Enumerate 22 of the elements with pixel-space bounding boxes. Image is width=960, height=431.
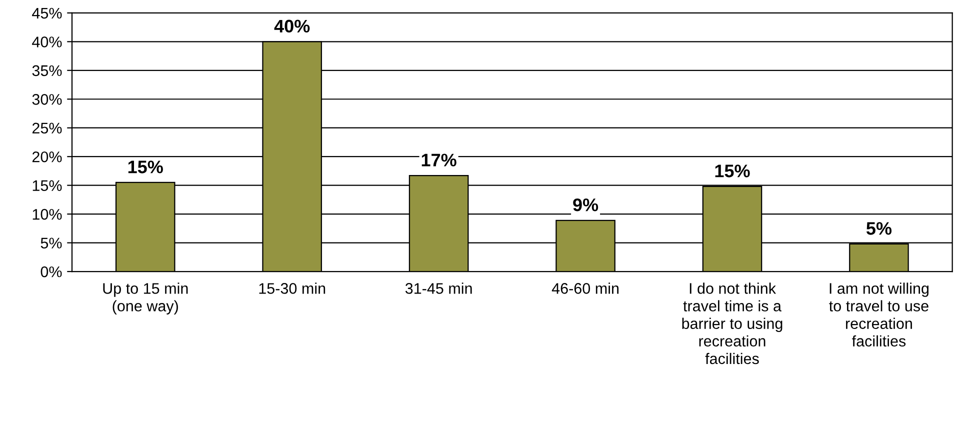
- y-tick-label: 30%: [32, 94, 62, 105]
- data-label: 5%: [866, 222, 892, 235]
- x-tick-label: Up to 15 min (one way): [103, 282, 188, 314]
- y-tick-label: 40%: [32, 36, 62, 48]
- y-tick-label: 35%: [32, 65, 62, 76]
- x-tick-label: I do not think travel time is a barrier to using recreation facilities: [682, 282, 782, 364]
- y-tick-label: 10%: [32, 208, 62, 220]
- data-label: 15%: [715, 164, 750, 178]
- x-tick-label: 15-30 min: [259, 282, 326, 294]
- y-tick-label: 45%: [32, 8, 62, 19]
- data-label: 9%: [573, 198, 598, 212]
- y-tick-label: 5%: [40, 238, 62, 248]
- data-label: 17%: [422, 154, 456, 166]
- y-tick-label: 0%: [40, 266, 62, 278]
- y-tick-label: 25%: [32, 122, 62, 134]
- x-tick-label: 31-45 min: [405, 282, 472, 294]
- y-tick-label: 20%: [32, 151, 62, 162]
- y-tick-label: 15%: [32, 180, 62, 192]
- x-tick-label: I am not willing to travel to use recreation facilities: [829, 282, 928, 347]
- data-label: 15%: [128, 160, 163, 174]
- data-label: 40%: [274, 20, 310, 33]
- x-tick-label: 46-60 min: [552, 282, 618, 294]
